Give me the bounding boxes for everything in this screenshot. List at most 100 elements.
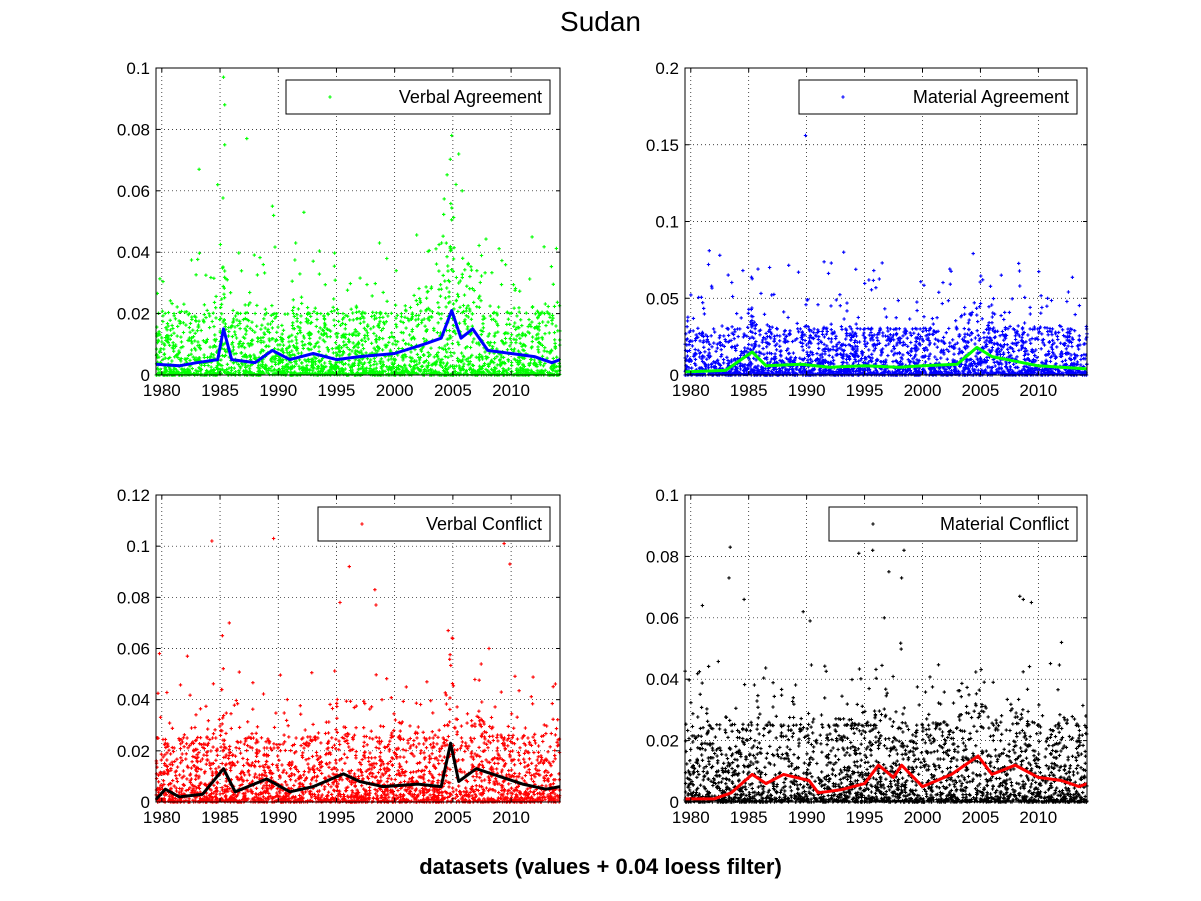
data-point	[173, 317, 178, 321]
data-point	[181, 321, 186, 325]
data-point	[483, 350, 487, 354]
data-point	[344, 342, 348, 347]
data-point	[451, 257, 456, 261]
data-point	[194, 368, 198, 372]
y-tick-label: 0.1	[126, 59, 150, 78]
data-point	[462, 293, 467, 297]
data-point	[452, 307, 456, 311]
data-point	[477, 358, 482, 362]
data-point	[237, 345, 241, 349]
data-point	[193, 346, 197, 350]
data-point	[238, 326, 242, 331]
data-point	[543, 368, 547, 372]
data-point	[454, 332, 458, 336]
data-point	[554, 246, 559, 251]
data-point	[365, 331, 370, 335]
data-point	[296, 307, 301, 311]
data-point	[437, 346, 441, 350]
data-point	[438, 294, 443, 298]
data-point	[426, 369, 431, 373]
data-point	[345, 288, 350, 292]
data-point	[344, 313, 348, 317]
data-point	[517, 306, 521, 310]
data-point	[290, 279, 294, 283]
data-point	[445, 255, 449, 259]
data-point	[422, 317, 426, 321]
data-point	[258, 255, 262, 260]
material-agreement-panel: 1980 1985 1990 1995 2000 2005 201000.050.10.15…	[646, 59, 1089, 400]
data-point	[436, 301, 440, 305]
data-point	[461, 303, 466, 308]
x-tick-label: 1990	[259, 381, 297, 400]
data-point	[459, 351, 464, 355]
data-point	[372, 356, 376, 360]
data-point	[363, 311, 367, 315]
data-point	[332, 297, 336, 301]
data-point	[232, 366, 236, 370]
data-point	[466, 262, 470, 267]
data-point	[369, 364, 373, 368]
y-tick-label: 0	[141, 366, 150, 385]
data-point	[170, 323, 174, 328]
data-point	[332, 251, 337, 255]
data-point	[319, 311, 323, 316]
data-point	[340, 353, 344, 357]
y-tick-label: 0.06	[117, 182, 150, 201]
data-point	[295, 313, 299, 317]
data-point	[394, 316, 398, 320]
legend: Verbal Agreement	[285, 79, 551, 115]
data-point	[306, 318, 311, 322]
data-point	[294, 335, 298, 339]
data-point	[468, 274, 472, 279]
x-tick-label: 2000	[376, 381, 414, 400]
data-point	[161, 357, 165, 362]
verbal-agreement-panel: 1980 1985 1990 1995 2000 2005 201000.020.040.0…	[117, 59, 562, 400]
data-point	[250, 328, 255, 332]
data-point	[403, 352, 407, 357]
data-point	[345, 345, 349, 350]
data-point	[357, 310, 361, 314]
data-point	[338, 323, 343, 327]
data-point	[404, 354, 408, 359]
data-point	[233, 314, 238, 318]
y-tick-label: 0.04	[117, 243, 150, 262]
data-point	[347, 363, 351, 367]
data-point	[354, 349, 358, 353]
data-point	[244, 332, 248, 336]
data-point	[419, 309, 423, 313]
y-tick-label: 0.02	[117, 305, 150, 324]
data-point	[466, 315, 470, 319]
data-point	[188, 321, 193, 326]
data-point	[305, 305, 310, 310]
data-point	[518, 341, 522, 345]
data-point	[379, 328, 384, 333]
data-point	[193, 339, 197, 343]
data-point	[276, 347, 280, 352]
data-point	[477, 356, 481, 360]
data-point	[196, 257, 200, 262]
data-point	[401, 358, 405, 362]
data-point	[291, 298, 295, 302]
data-point	[166, 310, 171, 315]
x-tick-label: 2010	[492, 381, 530, 400]
data-point	[162, 347, 166, 351]
y-tick-label: 0.08	[117, 120, 150, 139]
data-point	[546, 304, 550, 309]
data-point	[204, 273, 208, 277]
data-point	[317, 249, 322, 253]
data-point	[221, 284, 225, 289]
data-point	[329, 309, 334, 314]
data-point	[415, 362, 419, 367]
data-point	[241, 317, 246, 322]
data-point	[272, 347, 277, 351]
data-point	[194, 273, 198, 277]
data-point	[376, 349, 380, 353]
data-point	[516, 362, 520, 367]
data-point	[362, 320, 366, 324]
data-point	[314, 356, 318, 361]
x-tick-label: 1995	[318, 381, 356, 400]
data-point	[393, 303, 398, 307]
data-point	[365, 357, 370, 361]
data-point	[222, 296, 227, 300]
